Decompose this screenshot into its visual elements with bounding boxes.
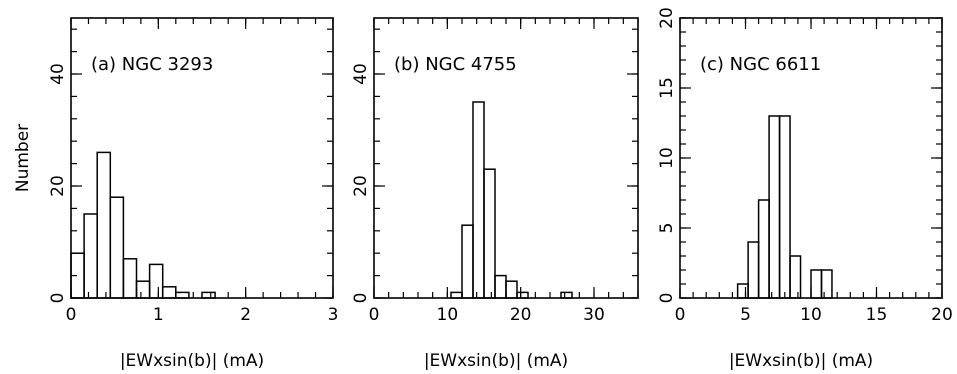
histogram-bar: [450, 291, 463, 299]
histogram-bar: [161, 286, 177, 299]
histogram-bar: [175, 291, 190, 299]
histogram-bar: [83, 213, 98, 299]
histogram-bar: [148, 263, 164, 299]
histogram-bar: [768, 115, 781, 299]
x-tick-label: 30: [583, 305, 605, 325]
histogram-bar: [820, 269, 833, 299]
y-tick-label: 20: [657, 7, 677, 29]
histogram-bar: [494, 274, 507, 299]
x-tick-label: 0: [66, 305, 77, 325]
histogram-bar: [109, 196, 125, 299]
histogram-bar: [472, 101, 485, 299]
y-tick-label: 40: [48, 63, 68, 85]
histogram-bar: [505, 280, 518, 299]
panel-a-ngc-3293: 0 1 2 3 0 20 40 (a) NGC 3293 |EWxsin(b)| (mA) Num…: [13, 17, 339, 371]
y-tick-label: 0: [48, 293, 68, 304]
y-tick-label: 0: [657, 293, 677, 304]
panel-title: (a) NGC 3293: [91, 54, 213, 75]
y-tick-label: 40: [351, 63, 371, 85]
x-tick-label: 5: [740, 305, 751, 325]
histogram-bar: [560, 291, 573, 299]
histogram-bar: [810, 269, 823, 299]
x-tick-label: 20: [931, 305, 953, 325]
x-tick-label: 2: [240, 305, 251, 325]
x-tick-label: 15: [866, 305, 888, 325]
plot-frame: [70, 17, 334, 299]
histogram-bar: [747, 241, 760, 299]
x-tick-label: 20: [510, 305, 532, 325]
x-tick-label: 1: [153, 305, 164, 325]
x-tick-label: 10: [437, 305, 459, 325]
histogram-bar: [122, 258, 138, 299]
x-axis-label: |EWxsin(b)| (mA): [424, 351, 568, 371]
y-axis-label: Number: [13, 124, 33, 192]
histogram-bar: [516, 291, 529, 299]
histogram-bar: [757, 199, 770, 299]
histogram-bar: [201, 291, 216, 299]
x-tick-label: 10: [800, 305, 822, 325]
histogram-bar: [778, 115, 791, 299]
x-axis-label: |EWxsin(b)| (mA): [729, 351, 873, 371]
panel-title: (c) NGC 6611: [700, 54, 821, 75]
panel-c-ngc-6611: 0 5 10 15 20 0 5 10 15 20 (c) NGC 6611 |EWxsin(b)| …: [657, 7, 953, 371]
y-tick-label: 20: [351, 175, 371, 197]
x-axis-label: |EWxsin(b)| (mA): [120, 351, 264, 371]
histogram-bar: [96, 151, 112, 299]
histogram-bar: [736, 283, 749, 299]
histogram-bar: [135, 280, 151, 299]
y-tick-label: 5: [657, 223, 677, 234]
histogram-bar: [461, 224, 474, 299]
x-tick-label: 3: [328, 305, 339, 325]
panel-b-ngc-4755: 0 10 20 30 0 20 40 (b) NGC 4755 |EWxsin(b)| (mA): [351, 17, 639, 371]
panel-title: (b) NGC 4755: [394, 54, 517, 75]
y-tick-label: 15: [657, 77, 677, 99]
x-tick-label: 0: [675, 305, 686, 325]
histogram-bar: [483, 168, 496, 299]
histogram-bar: [789, 255, 802, 299]
y-tick-label: 20: [48, 175, 68, 197]
y-tick-label: 10: [657, 147, 677, 169]
x-tick-label: 0: [369, 305, 380, 325]
y-tick-label: 0: [351, 293, 371, 304]
